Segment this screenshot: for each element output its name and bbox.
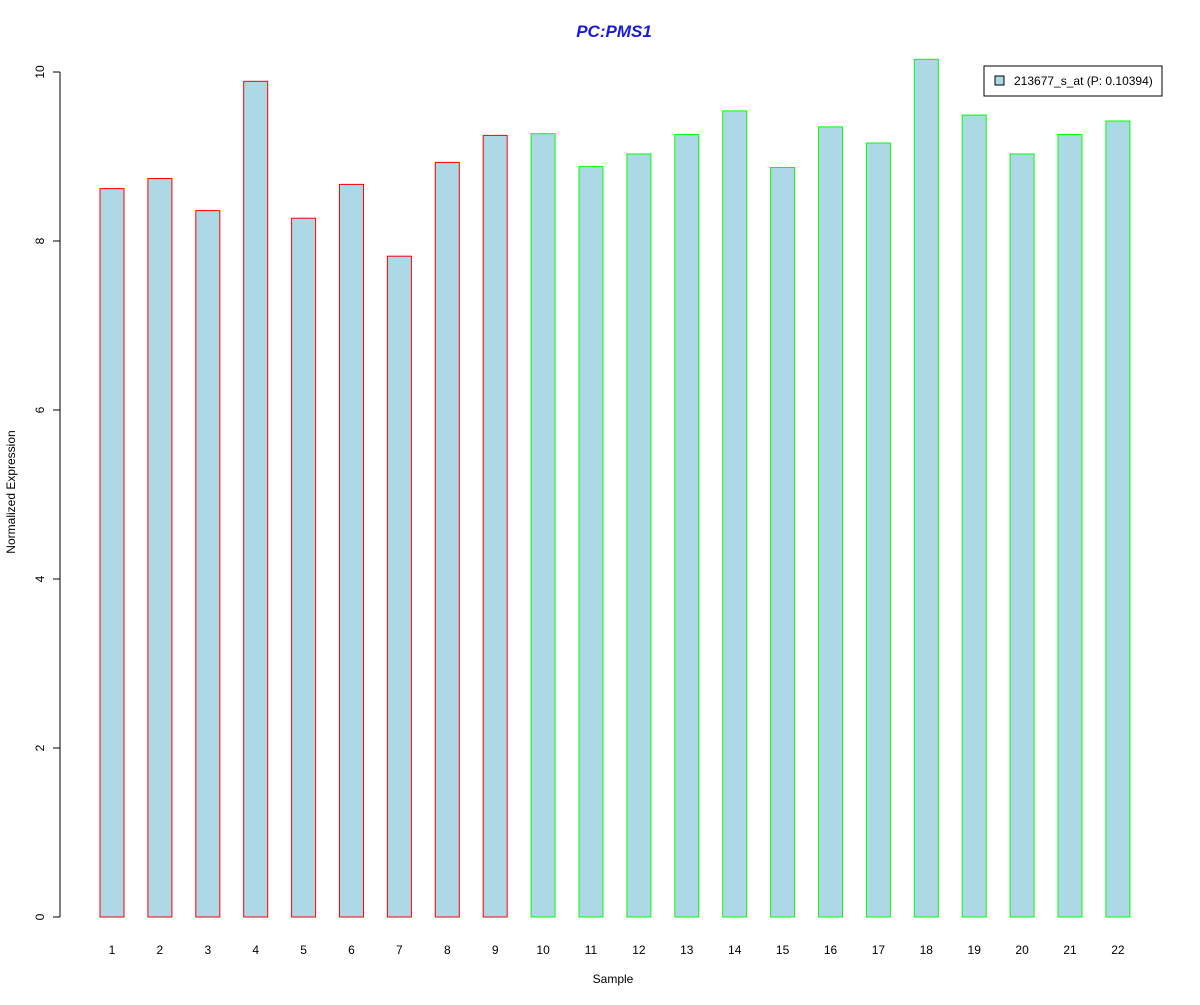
- y-tick-label: 4: [33, 575, 47, 582]
- x-tick-label: 18: [920, 943, 934, 957]
- x-tick-label: 7: [396, 943, 403, 957]
- bar-sample-6: [339, 183, 364, 918]
- legend-box: [983, 65, 1163, 97]
- x-tick-label: 17: [872, 943, 886, 957]
- bar-sample-11: [578, 166, 604, 918]
- bar-sample-13: [674, 134, 700, 918]
- y-tick-label: 6: [33, 406, 47, 413]
- bar-sample-16: [818, 126, 843, 918]
- x-tick-label: 15: [776, 943, 790, 957]
- bar-sample-1: [99, 188, 125, 918]
- y-axis: 0 2 4 6 8 10: [33, 65, 61, 920]
- bar-sample-12: [626, 153, 652, 918]
- y-tick-label: 8: [33, 237, 47, 244]
- bar-sample-2: [147, 178, 173, 918]
- x-tick-label: 5: [300, 943, 307, 957]
- bar-sample-8: [434, 161, 460, 918]
- x-tick-label: 9: [492, 943, 499, 957]
- bars-layer: [99, 58, 1131, 918]
- x-axis: 1 2 3 4 5 6 7 8 9 10 11 12 13 14 15 16 17 18 19 20 21 22: [109, 943, 1125, 957]
- x-tick-label: 19: [968, 943, 982, 957]
- bar-sample-22: [1105, 120, 1131, 918]
- legend-label: 213677_s_at (P: 0.10394): [1014, 74, 1153, 88]
- x-tick-label: 8: [444, 943, 451, 957]
- x-tick-label: 1: [109, 943, 116, 957]
- bar-sample-19: [961, 114, 987, 918]
- x-tick-label: 4: [252, 943, 259, 957]
- x-tick-label: 6: [348, 943, 355, 957]
- x-tick-label: 21: [1063, 943, 1077, 957]
- bar-sample-14: [722, 110, 748, 918]
- bar-sample-17: [865, 142, 891, 918]
- x-tick-label: 2: [157, 943, 164, 957]
- legend-swatch: [994, 75, 1005, 86]
- x-tick-label: 20: [1015, 943, 1029, 957]
- bar-sample-21: [1057, 134, 1083, 918]
- x-tick-label: 22: [1111, 943, 1125, 957]
- y-axis-label: Normalized Expression: [4, 430, 18, 553]
- y-tick-label: 2: [33, 744, 47, 751]
- bar-sample-5: [291, 217, 317, 918]
- bar-sample-7: [386, 255, 412, 918]
- bar-sample-9: [482, 134, 508, 918]
- chart-title: PC:PMS1: [576, 22, 652, 41]
- x-axis-label: Sample: [593, 972, 634, 986]
- bar-sample-18: [913, 58, 939, 918]
- x-tick-label: 13: [680, 943, 694, 957]
- x-tick-label: 14: [728, 943, 742, 957]
- bar-sample-10: [530, 133, 556, 918]
- bar-sample-4: [243, 80, 269, 918]
- y-tick-label: 10: [33, 65, 47, 79]
- x-tick-label: 3: [204, 943, 211, 957]
- x-tick-label: 12: [632, 943, 646, 957]
- x-tick-label: 11: [585, 943, 598, 957]
- legend: 213677_s_at (P: 0.10394): [983, 65, 1163, 97]
- x-tick-label: 16: [824, 943, 838, 957]
- x-tick-label: 10: [536, 943, 550, 957]
- bar-sample-20: [1009, 153, 1035, 918]
- bar-sample-15: [770, 167, 796, 918]
- y-tick-label: 0: [33, 913, 47, 920]
- bar-sample-3: [195, 210, 221, 918]
